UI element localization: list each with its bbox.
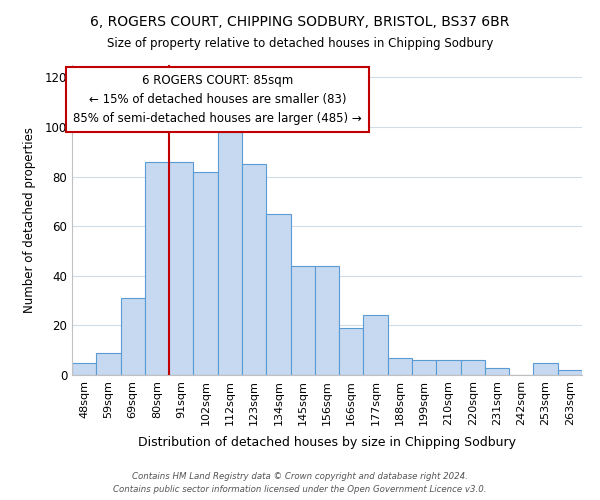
Bar	[218, 132, 242, 375]
Bar	[72, 362, 96, 375]
Bar	[242, 164, 266, 375]
Bar	[412, 360, 436, 375]
Text: 6, ROGERS COURT, CHIPPING SODBURY, BRISTOL, BS37 6BR: 6, ROGERS COURT, CHIPPING SODBURY, BRIST…	[91, 15, 509, 29]
Bar	[121, 298, 145, 375]
Bar	[558, 370, 582, 375]
Bar	[315, 266, 339, 375]
Bar	[145, 162, 169, 375]
Bar	[169, 162, 193, 375]
Bar	[96, 352, 121, 375]
Bar	[388, 358, 412, 375]
Y-axis label: Number of detached properties: Number of detached properties	[23, 127, 37, 313]
Text: Size of property relative to detached houses in Chipping Sodbury: Size of property relative to detached ho…	[107, 38, 493, 51]
Bar	[339, 328, 364, 375]
Text: 6 ROGERS COURT: 85sqm
← 15% of detached houses are smaller (83)
85% of semi-deta: 6 ROGERS COURT: 85sqm ← 15% of detached …	[73, 74, 362, 126]
Bar	[266, 214, 290, 375]
Bar	[290, 266, 315, 375]
Bar	[193, 172, 218, 375]
Bar	[461, 360, 485, 375]
Bar	[436, 360, 461, 375]
Bar	[364, 316, 388, 375]
Bar	[485, 368, 509, 375]
Bar	[533, 362, 558, 375]
X-axis label: Distribution of detached houses by size in Chipping Sodbury: Distribution of detached houses by size …	[138, 436, 516, 449]
Text: Contains HM Land Registry data © Crown copyright and database right 2024.
Contai: Contains HM Land Registry data © Crown c…	[113, 472, 487, 494]
